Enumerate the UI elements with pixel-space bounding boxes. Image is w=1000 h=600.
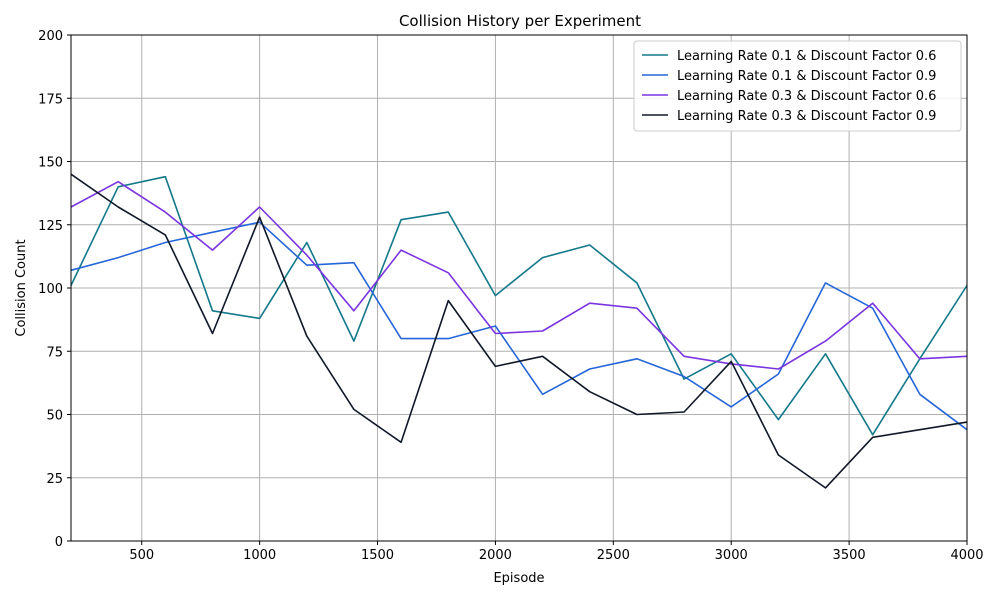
y-tick-label: 100 [38,282,63,297]
x-tick-label: 2500 [597,548,630,563]
x-tick-label: 4000 [950,548,983,563]
y-tick-label: 150 [38,156,63,171]
y-tick-label: 0 [55,535,63,550]
y-tick-label: 50 [46,409,63,424]
y-axis-label: Collision Count [14,239,29,336]
x-tick-label: 3500 [833,548,866,563]
legend-label: Learning Rate 0.3 & Discount Factor 0.9 [677,109,936,124]
series-line-3 [70,180,968,370]
legend-label: Learning Rate 0.1 & Discount Factor 0.9 [677,69,936,84]
y-tick-label: 125 [38,219,63,234]
x-tick-label: 500 [129,548,154,563]
y-axis-ticks: 0 25 50 75 100 125 150 175 200 [38,29,71,550]
x-tick-label: 1500 [361,548,394,563]
series-line-2 [70,221,968,431]
y-tick-label: 200 [38,29,63,44]
y-tick-label: 75 [46,345,63,360]
series-line-4 [70,173,968,489]
x-tick-label: 1000 [243,548,276,563]
legend-label: Learning Rate 0.1 & Discount Factor 0.6 [677,49,936,64]
series-lines [70,173,968,489]
chart-title: Collision History per Experiment [399,12,641,30]
x-tick-label: 2000 [479,548,512,563]
y-tick-label: 25 [46,472,63,487]
y-tick-label: 175 [38,92,63,107]
legend: Learning Rate 0.1 & Discount Factor 0.6 L… [633,40,962,132]
x-axis-label: Episode [493,571,544,586]
legend-label: Learning Rate 0.3 & Discount Factor 0.6 [677,89,936,104]
x-axis-ticks: 500 1000 1500 2000 2500 3000 3500 4000 [129,541,984,563]
legend-box [633,40,962,132]
x-tick-label: 3000 [715,548,748,563]
